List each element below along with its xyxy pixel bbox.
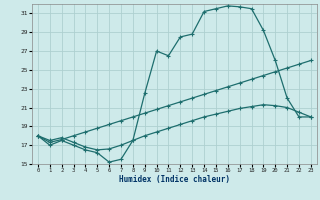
X-axis label: Humidex (Indice chaleur): Humidex (Indice chaleur) — [119, 175, 230, 184]
